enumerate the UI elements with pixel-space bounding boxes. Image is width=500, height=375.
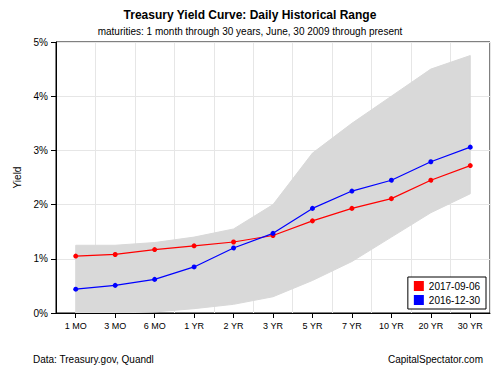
- svg-text:CapitalSpectator.com: CapitalSpectator.com: [388, 354, 483, 365]
- svg-text:maturities: 1 month through 30: maturities: 1 month through 30 years, Ju…: [98, 26, 403, 37]
- svg-text:3 YR: 3 YR: [263, 321, 283, 331]
- svg-text:3%: 3%: [34, 145, 49, 156]
- svg-text:3 MO: 3 MO: [104, 321, 126, 331]
- svg-text:10 YR: 10 YR: [379, 321, 404, 331]
- svg-text:1 YR: 1 YR: [184, 321, 204, 331]
- svg-text:7 YR: 7 YR: [342, 321, 362, 331]
- svg-text:Data: Treasury.gov, Quandl: Data: Treasury.gov, Quandl: [33, 354, 154, 365]
- svg-text:Yield: Yield: [12, 167, 23, 189]
- svg-text:20 YR: 20 YR: [418, 321, 443, 331]
- svg-text:1%: 1%: [34, 253, 49, 264]
- svg-text:5%: 5%: [34, 37, 49, 48]
- svg-text:6 MO: 6 MO: [144, 321, 166, 331]
- svg-text:2016-12-30: 2016-12-30: [429, 295, 481, 306]
- svg-text:1 MO: 1 MO: [65, 321, 87, 331]
- svg-text:2 YR: 2 YR: [224, 321, 244, 331]
- svg-text:2%: 2%: [34, 199, 49, 210]
- svg-text:30 YR: 30 YR: [458, 321, 483, 331]
- svg-text:0%: 0%: [34, 308, 49, 319]
- svg-text:Treasury Yield Curve: Daily Hi: Treasury Yield Curve: Daily Historical R…: [124, 8, 377, 22]
- svg-text:2017-09-06: 2017-09-06: [429, 281, 481, 292]
- svg-text:4%: 4%: [34, 91, 49, 102]
- svg-text:5 YR: 5 YR: [303, 321, 323, 331]
